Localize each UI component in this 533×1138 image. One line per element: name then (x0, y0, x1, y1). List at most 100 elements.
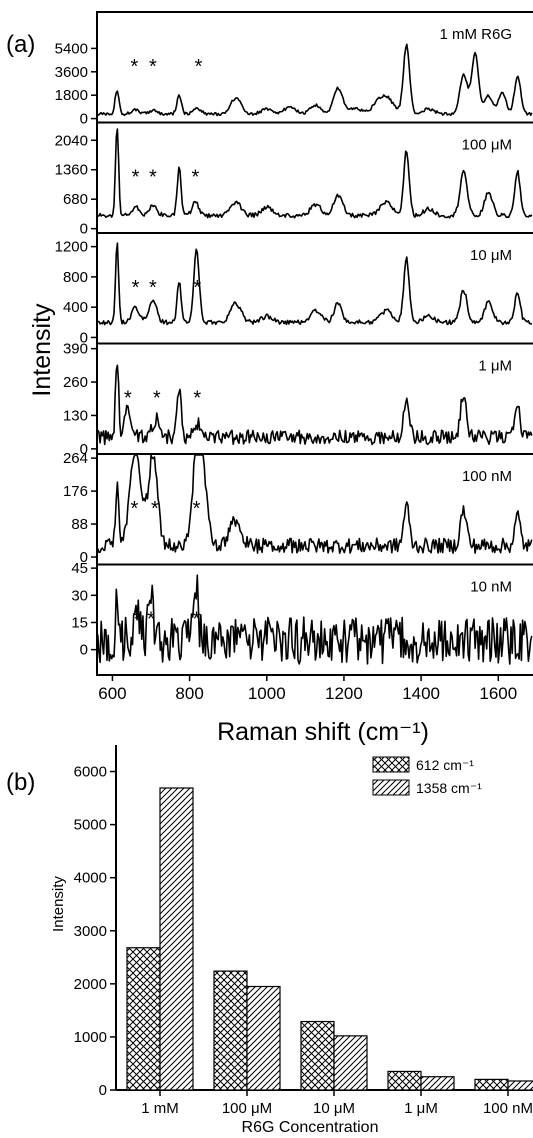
y-tick-label: 1800 (55, 87, 88, 104)
spectrum-panel: 0 88 176 264 100 nM * * * (63, 450, 533, 566)
y-tick-label: 0 (80, 111, 88, 128)
spectrum-line (97, 364, 533, 446)
y-tick-label: 130 (63, 407, 88, 424)
y-axis-label-a: Intensity (28, 303, 56, 397)
peak-asterisk: * (149, 56, 157, 78)
y-axis-label-b: Intensity (50, 876, 67, 932)
peak-asterisk: * (149, 166, 157, 188)
spectrum-line (97, 242, 533, 326)
y-tick-label: 400 (63, 299, 88, 316)
peak-asterisk: * (193, 608, 201, 630)
y-tick-label: 4000 (74, 870, 107, 887)
y-tick-label: 88 (71, 516, 88, 533)
y-tick-label: 2040 (55, 132, 88, 149)
spectrum-panel: 0 400 800 1200 10 μM * * * (55, 232, 533, 346)
spectrum-label: 10 nM (470, 579, 512, 596)
y-tick-label: 30 (71, 587, 88, 604)
y-tick-label: 15 (71, 614, 88, 631)
x-tick-label: 100 μM (222, 1100, 272, 1117)
bar (387, 1070, 422, 1091)
concentration-bar-chart: (b) Intensity R6G Concentration 0 1000 200… (6, 745, 533, 1136)
peak-asterisk: * (132, 166, 140, 188)
spectrum-line (97, 128, 533, 219)
y-tick-label: 176 (63, 483, 88, 500)
peak-asterisk: * (147, 608, 155, 630)
peak-asterisk: * (193, 387, 201, 409)
peak-asterisk: * (134, 608, 142, 630)
bar (474, 1078, 509, 1091)
y-tick-label: 0 (99, 1082, 107, 1099)
x-axis-label-a: Raman shift (cm⁻¹) (217, 718, 429, 746)
bar (159, 787, 194, 1091)
y-tick-label: 5400 (55, 40, 88, 57)
legend-label-1358: 1358 cm⁻¹ (416, 780, 482, 796)
x-tick-label: 1000 (248, 684, 286, 703)
spectrum-panel: 0 1800 3600 5400 1 mM R6G * * * (55, 11, 533, 128)
y-axis-b: 0 1000 2000 3000 4000 5000 6000 (74, 764, 116, 1099)
raman-spectra-chart: (a) Intensity Raman shift (cm⁻¹) 0 1800 36… (6, 11, 533, 746)
y-tick-label: 1000 (74, 1029, 107, 1046)
y-tick-label: 0 (80, 221, 88, 238)
x-tick-label: 10 μM (313, 1100, 355, 1117)
x-tick-label: 600 (98, 684, 126, 703)
x-tick-label: 1 mM (141, 1100, 179, 1117)
panel-frame (96, 563, 533, 676)
panel-label-b: (b) (6, 769, 35, 796)
x-axis-a: 600 800 1000 1200 1400 1600 (98, 675, 517, 703)
peak-asterisk: * (149, 277, 157, 299)
bar (300, 1020, 335, 1091)
y-tick-label: 0 (80, 441, 88, 458)
peak-asterisk: * (191, 166, 199, 188)
peak-asterisk: * (153, 387, 161, 409)
y-tick-label: 264 (63, 450, 88, 467)
legend-label-612: 612 cm⁻¹ (416, 757, 474, 773)
y-tick-label: 3600 (55, 64, 88, 81)
spectrum-panel: 0 130 260 390 1 μM * * * (63, 341, 533, 458)
x-axis-label-b: R6G Concentration (242, 1119, 379, 1136)
x-axis-b: 1 mM 100 μM 10 μM 1 μM 100 nM (141, 1090, 533, 1117)
peak-asterisk: * (193, 277, 201, 299)
x-tick-label: 1 μM (404, 1100, 438, 1117)
x-tick-label: 1200 (325, 684, 363, 703)
x-tick-label: 800 (175, 684, 203, 703)
y-tick-label: 2000 (74, 976, 107, 993)
peak-asterisk: * (131, 56, 139, 78)
y-tick-label: 390 (63, 341, 88, 358)
peak-asterisk: * (195, 56, 203, 78)
legend: 612 cm⁻¹ 1358 cm⁻¹ (372, 756, 482, 796)
bar (507, 1080, 533, 1091)
y-tick-label: 260 (63, 374, 88, 391)
y-tick-label: 0 (80, 329, 88, 346)
panel-label-a: (a) (6, 31, 35, 58)
y-tick-label: 5000 (74, 817, 107, 834)
legend-swatch-612 (372, 756, 410, 773)
legend-swatch-1358 (372, 779, 410, 796)
bars (126, 787, 533, 1091)
x-tick-label: 100 nM (483, 1100, 533, 1117)
y-tick-label: 0 (80, 642, 88, 659)
y-tick-label: 6000 (74, 764, 107, 781)
y-tick-label: 0 (80, 549, 88, 566)
y-tick-label: 1360 (55, 162, 88, 179)
bar (213, 970, 248, 1091)
spectrum-label: 1 μM (478, 358, 512, 375)
spectrum-line (97, 43, 533, 117)
bar (246, 985, 281, 1091)
spectrum-label: 10 μM (470, 247, 512, 264)
peak-asterisk: * (132, 277, 140, 299)
y-tick-label: 3000 (74, 923, 107, 940)
x-tick-label: 1600 (479, 684, 517, 703)
spectrum-line (97, 574, 533, 665)
y-tick-label: 800 (63, 269, 88, 286)
spectrum-panel: 0 680 1360 2040 100 μM * * * (55, 121, 533, 238)
bar (420, 1076, 455, 1091)
spectrum-label: 100 μM (462, 137, 512, 154)
peak-asterisk: * (124, 387, 132, 409)
bar (126, 947, 161, 1091)
peak-asterisk: * (151, 498, 159, 520)
spectrum-line (97, 454, 533, 554)
bar (333, 1035, 368, 1091)
y-tick-label: 1200 (55, 239, 88, 256)
